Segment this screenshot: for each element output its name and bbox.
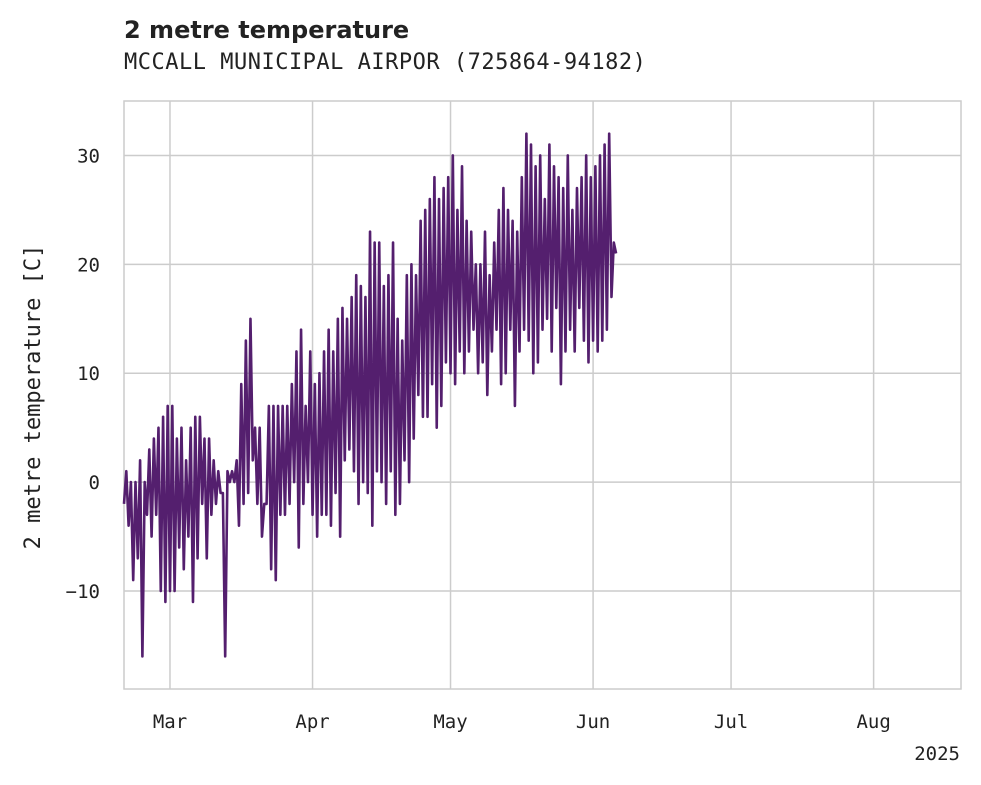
y-tick-label: 10 bbox=[77, 363, 100, 385]
grid-lines bbox=[124, 101, 961, 689]
temperature-series-line bbox=[122, 132, 618, 658]
x-axis-year-label: 2025 bbox=[914, 743, 960, 765]
y-tick-label: 30 bbox=[77, 145, 100, 167]
chart-title: 2 metre temperature bbox=[124, 16, 410, 44]
series-lines bbox=[122, 132, 618, 658]
x-tick-label: Jun bbox=[576, 711, 610, 733]
x-tick-label: Mar bbox=[153, 711, 187, 733]
x-tick-labels: Mar Apr May Jun Jul Aug bbox=[153, 711, 891, 733]
y-tick-labels: −10 0 10 20 30 bbox=[66, 145, 100, 603]
x-tick-label: Aug bbox=[856, 711, 890, 733]
x-tick-label: Apr bbox=[295, 711, 329, 733]
x-tick-label: May bbox=[433, 711, 467, 733]
x-tick-label: Jul bbox=[714, 711, 748, 733]
y-axis-label: 2 metre temperature [C] bbox=[21, 245, 46, 550]
y-tick-label: 20 bbox=[77, 254, 100, 276]
y-tick-label: −10 bbox=[66, 581, 100, 603]
plot-area-frame bbox=[123, 100, 962, 690]
y-tick-label: 0 bbox=[89, 472, 100, 494]
chart-subtitle: MCCALL MUNICIPAL AIRPOR (725864-94182) bbox=[124, 50, 647, 75]
